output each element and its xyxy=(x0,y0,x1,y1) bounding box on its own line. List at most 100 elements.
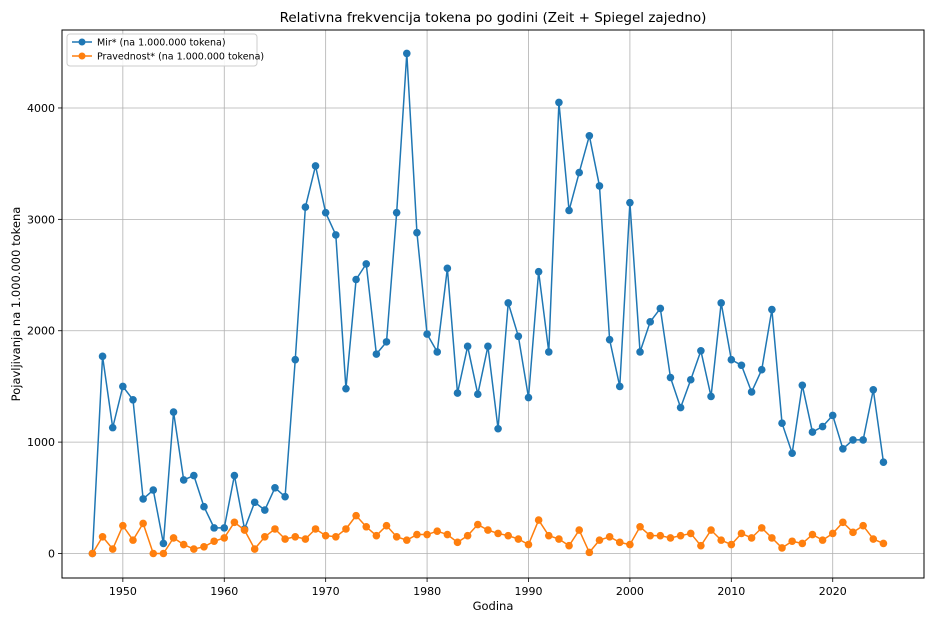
data-point xyxy=(615,538,624,547)
data-point xyxy=(737,361,746,370)
data-point xyxy=(423,530,431,539)
data-point xyxy=(636,348,644,356)
data-point xyxy=(514,535,523,543)
data-point xyxy=(757,524,766,532)
data-point xyxy=(544,531,553,540)
legend: Mir* (na 1.000.000 tokena) Pravednost* (… xyxy=(66,33,264,67)
data-point xyxy=(565,206,573,215)
data-point xyxy=(697,346,705,355)
data-point xyxy=(321,531,330,540)
data-point xyxy=(544,348,553,356)
data-point xyxy=(555,535,563,543)
data-point xyxy=(808,530,817,539)
data-point xyxy=(362,260,371,268)
data-point xyxy=(149,549,158,558)
data-point xyxy=(524,540,533,549)
data-point xyxy=(362,522,371,531)
ticks: 1950 1960 1970 1980 1990 2000 2010 2020 0 1000 200… xyxy=(27,102,847,598)
data-point xyxy=(291,355,300,364)
data-point xyxy=(403,49,411,58)
data-point xyxy=(453,538,462,547)
data-point xyxy=(615,382,624,391)
data-point xyxy=(656,531,665,540)
data-point xyxy=(646,531,654,540)
data-point xyxy=(626,540,634,549)
data-point xyxy=(372,350,381,358)
data-point xyxy=(798,381,807,390)
data-point xyxy=(372,531,381,540)
data-point xyxy=(200,502,208,511)
data-point xyxy=(788,449,796,458)
data-point xyxy=(261,532,269,541)
data-point xyxy=(301,203,310,211)
data-point xyxy=(321,208,330,217)
data-point xyxy=(676,531,685,540)
data-point xyxy=(433,348,442,356)
data-point xyxy=(666,534,675,542)
data-point xyxy=(473,520,482,529)
data-point xyxy=(484,526,492,534)
data-point xyxy=(788,537,796,546)
data-point xyxy=(382,338,391,346)
data-point xyxy=(818,536,827,544)
data-point xyxy=(849,436,857,444)
data-point xyxy=(119,521,127,530)
data-point xyxy=(818,422,827,431)
data-point xyxy=(301,535,310,543)
data-point xyxy=(423,330,431,338)
data-point xyxy=(778,544,786,552)
data-point xyxy=(636,522,644,531)
data-point xyxy=(291,532,300,541)
data-point xyxy=(230,518,239,527)
data-point xyxy=(514,332,523,341)
data-point xyxy=(281,535,289,543)
data-point xyxy=(768,305,776,314)
data-point xyxy=(250,498,259,507)
data-point xyxy=(707,526,715,534)
data-point xyxy=(575,526,583,534)
data-point xyxy=(605,532,614,541)
series-1 xyxy=(88,511,888,558)
data-point xyxy=(737,529,746,538)
data-point xyxy=(676,403,685,412)
data-point xyxy=(169,408,178,416)
data-point xyxy=(98,532,107,541)
data-point xyxy=(473,390,482,399)
data-point xyxy=(230,471,239,480)
data-point xyxy=(463,531,472,540)
data-point xyxy=(504,531,513,540)
data-point xyxy=(839,445,847,453)
data-point xyxy=(849,528,857,537)
data-point xyxy=(433,527,442,536)
data-point xyxy=(727,355,736,364)
plot-frame xyxy=(61,29,925,579)
data-point xyxy=(332,231,340,239)
data-point xyxy=(686,375,695,384)
data-point xyxy=(555,98,563,107)
y-tick-label: 2000 xyxy=(27,325,55,338)
legend-label-pravednost: Pravednost* (na 1.000.000 tokena) xyxy=(97,52,264,63)
data-point xyxy=(534,516,543,524)
data-point xyxy=(382,521,391,530)
data-point xyxy=(494,424,502,433)
series-layer xyxy=(88,49,888,558)
data-point xyxy=(453,389,462,397)
data-point xyxy=(828,411,837,420)
data-point xyxy=(311,525,320,533)
data-point xyxy=(707,392,715,401)
data-point xyxy=(595,536,604,544)
data-point xyxy=(159,549,168,558)
data-point xyxy=(392,532,401,541)
data-point xyxy=(626,198,634,207)
data-point xyxy=(108,545,117,553)
data-point xyxy=(190,471,198,480)
data-point xyxy=(565,541,573,550)
y-axis-label: Pojavljivanja na 1.000.000 tokena xyxy=(9,207,23,402)
data-point xyxy=(717,299,725,307)
data-point xyxy=(139,519,147,528)
data-point xyxy=(484,342,492,351)
data-point xyxy=(585,548,594,557)
data-point xyxy=(697,541,705,550)
data-point xyxy=(504,299,513,307)
